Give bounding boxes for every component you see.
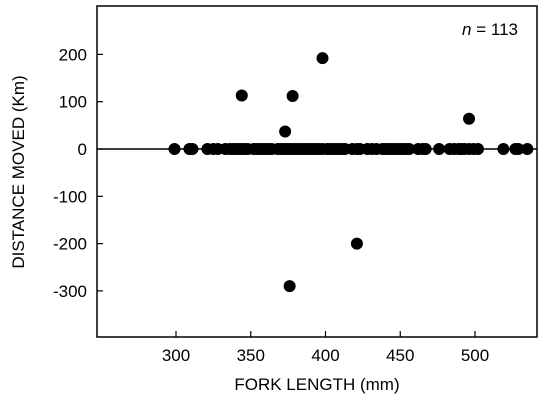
data-point <box>279 125 292 138</box>
x-tick-label: 300 <box>162 346 190 365</box>
sample-size-value: = 113 <box>472 20 518 39</box>
data-point <box>350 237 363 250</box>
y-tick-label: 100 <box>59 93 87 112</box>
data-point <box>497 143 510 155</box>
y-tick-label: 200 <box>59 45 87 64</box>
y-tick-label: -200 <box>53 235 87 254</box>
data-point <box>521 143 534 155</box>
plot-frame <box>96 5 538 338</box>
data-point <box>463 112 476 125</box>
y-tick-label: 0 <box>78 140 87 159</box>
data-point <box>168 143 181 155</box>
data-point <box>512 143 525 155</box>
y-tick-label: -300 <box>53 282 87 301</box>
data-point <box>283 280 296 293</box>
x-tick-label: 400 <box>311 346 339 365</box>
data-point <box>471 143 484 155</box>
x-tick-label: 450 <box>386 346 414 365</box>
data-point <box>235 89 248 102</box>
data-point <box>186 143 199 155</box>
data-point <box>403 143 416 155</box>
x-axis-label: FORK LENGTH (mm) <box>234 375 399 394</box>
sample-size-annotation: n = 113 <box>462 20 518 39</box>
y-tick-label: -100 <box>53 187 87 206</box>
x-tick-label: 500 <box>461 346 489 365</box>
data-point <box>419 143 432 155</box>
data-point <box>433 143 446 155</box>
sample-size-symbol: n <box>462 20 471 39</box>
y-axis-label: DISTANCE MOVED (Km) <box>9 75 28 268</box>
x-tick-label: 350 <box>237 346 265 365</box>
data-point <box>316 52 329 65</box>
data-point <box>286 90 299 103</box>
